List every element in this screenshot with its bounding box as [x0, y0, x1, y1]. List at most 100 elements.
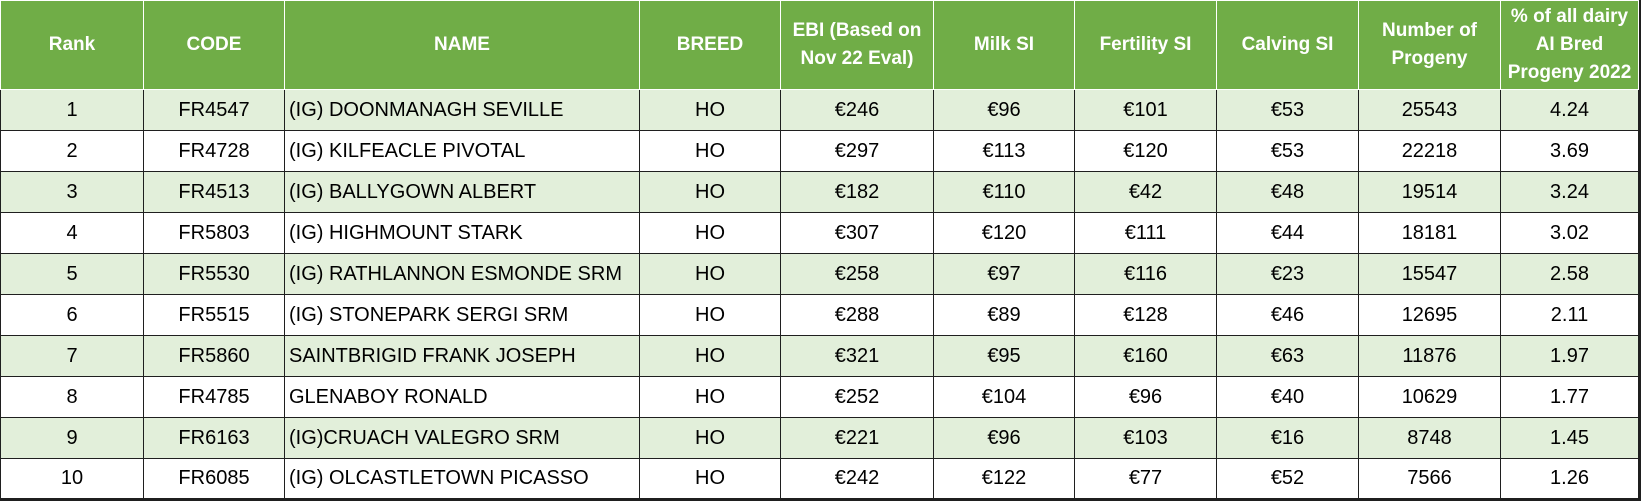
cell-progeny[interactable]: 22218: [1358, 130, 1501, 172]
cell-milk-si[interactable]: €89: [933, 294, 1075, 336]
cell-calving-si[interactable]: €63: [1216, 335, 1359, 377]
cell-calving-si[interactable]: €46: [1216, 294, 1359, 336]
cell-progeny[interactable]: 18181: [1358, 212, 1501, 254]
cell-breed[interactable]: HO: [639, 130, 781, 172]
cell-rank[interactable]: 10: [0, 458, 144, 499]
cell-rank[interactable]: 1: [0, 89, 144, 131]
cell-percent[interactable]: 1.97: [1500, 335, 1639, 377]
cell-calving-si[interactable]: €23: [1216, 253, 1359, 295]
cell-ebi[interactable]: €252: [780, 376, 934, 418]
cell-code[interactable]: FR6163: [143, 417, 285, 459]
cell-breed[interactable]: HO: [639, 458, 781, 499]
cell-rank[interactable]: 2: [0, 130, 144, 172]
cell-progeny[interactable]: 25543: [1358, 89, 1501, 131]
cell-ebi[interactable]: €246: [780, 89, 934, 131]
cell-percent[interactable]: 1.77: [1500, 376, 1639, 418]
cell-percent[interactable]: 3.69: [1500, 130, 1639, 172]
cell-percent[interactable]: 1.26: [1500, 458, 1639, 499]
cell-progeny[interactable]: 15547: [1358, 253, 1501, 295]
cell-fertility-si[interactable]: €160: [1074, 335, 1217, 377]
cell-rank[interactable]: 6: [0, 294, 144, 336]
header-name[interactable]: NAME: [284, 0, 640, 90]
cell-ebi[interactable]: €297: [780, 130, 934, 172]
header-ebi[interactable]: EBI (Based on Nov 22 Eval): [780, 0, 934, 90]
cell-code[interactable]: FR4513: [143, 171, 285, 213]
cell-name[interactable]: GLENABOY RONALD: [284, 376, 640, 418]
cell-code[interactable]: FR5803: [143, 212, 285, 254]
cell-milk-si[interactable]: €110: [933, 171, 1075, 213]
header-milk-si[interactable]: Milk SI: [933, 0, 1075, 90]
cell-rank[interactable]: 5: [0, 253, 144, 295]
cell-progeny[interactable]: 8748: [1358, 417, 1501, 459]
cell-percent[interactable]: 2.58: [1500, 253, 1639, 295]
cell-milk-si[interactable]: €96: [933, 417, 1075, 459]
cell-name[interactable]: (IG) STONEPARK SERGI SRM: [284, 294, 640, 336]
cell-calving-si[interactable]: €53: [1216, 89, 1359, 131]
cell-name[interactable]: (IG) KILFEACLE PIVOTAL: [284, 130, 640, 172]
cell-calving-si[interactable]: €40: [1216, 376, 1359, 418]
cell-breed[interactable]: HO: [639, 89, 781, 131]
cell-milk-si[interactable]: €104: [933, 376, 1075, 418]
cell-code[interactable]: FR5860: [143, 335, 285, 377]
cell-name[interactable]: (IG)CRUACH VALEGRO SRM: [284, 417, 640, 459]
cell-fertility-si[interactable]: €96: [1074, 376, 1217, 418]
cell-calving-si[interactable]: €53: [1216, 130, 1359, 172]
cell-name[interactable]: (IG) BALLYGOWN ALBERT: [284, 171, 640, 213]
cell-rank[interactable]: 7: [0, 335, 144, 377]
cell-name[interactable]: (IG) DOONMANAGH SEVILLE: [284, 89, 640, 131]
cell-progeny[interactable]: 19514: [1358, 171, 1501, 213]
cell-fertility-si[interactable]: €77: [1074, 458, 1217, 499]
cell-rank[interactable]: 4: [0, 212, 144, 254]
cell-fertility-si[interactable]: €103: [1074, 417, 1217, 459]
cell-percent[interactable]: 3.24: [1500, 171, 1639, 213]
cell-fertility-si[interactable]: €101: [1074, 89, 1217, 131]
cell-ebi[interactable]: €242: [780, 458, 934, 499]
cell-name[interactable]: (IG) OLCASTLETOWN PICASSO: [284, 458, 640, 499]
header-calving-si[interactable]: Calving SI: [1216, 0, 1359, 90]
cell-breed[interactable]: HO: [639, 417, 781, 459]
cell-ebi[interactable]: €288: [780, 294, 934, 336]
header-rank[interactable]: Rank: [0, 0, 144, 90]
cell-code[interactable]: FR4547: [143, 89, 285, 131]
cell-calving-si[interactable]: €48: [1216, 171, 1359, 213]
cell-rank[interactable]: 8: [0, 376, 144, 418]
cell-breed[interactable]: HO: [639, 294, 781, 336]
cell-rank[interactable]: 3: [0, 171, 144, 213]
cell-breed[interactable]: HO: [639, 376, 781, 418]
cell-fertility-si[interactable]: €116: [1074, 253, 1217, 295]
cell-fertility-si[interactable]: €120: [1074, 130, 1217, 172]
cell-ebi[interactable]: €221: [780, 417, 934, 459]
cell-milk-si[interactable]: €120: [933, 212, 1075, 254]
cell-percent[interactable]: 2.11: [1500, 294, 1639, 336]
cell-percent[interactable]: 4.24: [1500, 89, 1639, 131]
cell-milk-si[interactable]: €96: [933, 89, 1075, 131]
cell-rank[interactable]: 9: [0, 417, 144, 459]
cell-percent[interactable]: 1.45: [1500, 417, 1639, 459]
cell-ebi[interactable]: €307: [780, 212, 934, 254]
cell-progeny[interactable]: 10629: [1358, 376, 1501, 418]
cell-code[interactable]: FR6085: [143, 458, 285, 499]
cell-code[interactable]: FR5530: [143, 253, 285, 295]
cell-progeny[interactable]: 11876: [1358, 335, 1501, 377]
cell-fertility-si[interactable]: €128: [1074, 294, 1217, 336]
cell-breed[interactable]: HO: [639, 212, 781, 254]
cell-milk-si[interactable]: €95: [933, 335, 1075, 377]
cell-code[interactable]: FR4728: [143, 130, 285, 172]
cell-breed[interactable]: HO: [639, 335, 781, 377]
cell-ebi[interactable]: €321: [780, 335, 934, 377]
cell-code[interactable]: FR5515: [143, 294, 285, 336]
cell-calving-si[interactable]: €16: [1216, 417, 1359, 459]
cell-name[interactable]: (IG) HIGHMOUNT STARK: [284, 212, 640, 254]
cell-ebi[interactable]: €258: [780, 253, 934, 295]
header-percent-progeny[interactable]: % of all dairy AI Bred Progeny 2022: [1500, 0, 1639, 90]
header-breed[interactable]: BREED: [639, 0, 781, 90]
cell-breed[interactable]: HO: [639, 253, 781, 295]
cell-calving-si[interactable]: €52: [1216, 458, 1359, 499]
cell-milk-si[interactable]: €113: [933, 130, 1075, 172]
cell-ebi[interactable]: €182: [780, 171, 934, 213]
cell-milk-si[interactable]: €122: [933, 458, 1075, 499]
cell-name[interactable]: (IG) RATHLANNON ESMONDE SRM: [284, 253, 640, 295]
cell-name[interactable]: SAINTBRIGID FRANK JOSEPH: [284, 335, 640, 377]
cell-fertility-si[interactable]: €111: [1074, 212, 1217, 254]
cell-calving-si[interactable]: €44: [1216, 212, 1359, 254]
